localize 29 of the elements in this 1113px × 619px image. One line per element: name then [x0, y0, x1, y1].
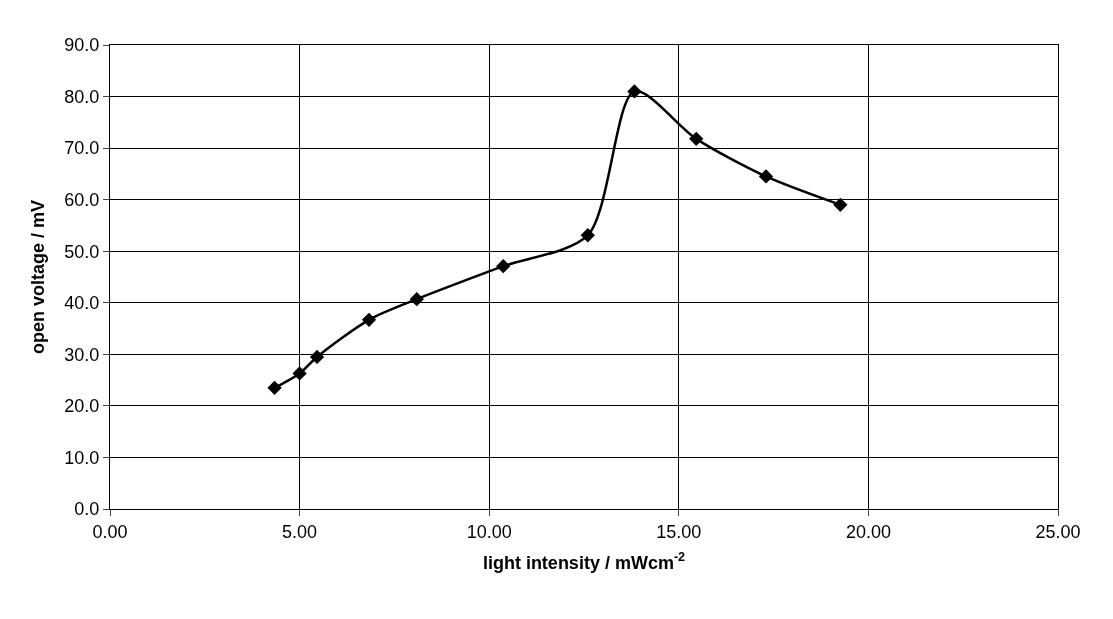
- y-tick-label: 60.0: [64, 189, 100, 210]
- y-tick-label: 0.0: [74, 499, 100, 520]
- y-tick-label: 80.0: [64, 86, 100, 107]
- y-tick-label: 90.0: [64, 35, 100, 56]
- x-tick-label: 5.00: [282, 521, 318, 542]
- point: [627, 84, 642, 99]
- point: [409, 292, 424, 307]
- point: [361, 312, 377, 327]
- point: [758, 169, 774, 184]
- point: [309, 349, 325, 365]
- x-tick-label: 0.00: [92, 521, 128, 542]
- point: [833, 197, 848, 212]
- point: [292, 366, 307, 381]
- y-tick-label: 40.0: [64, 293, 100, 314]
- x-axis-title: light intensity / mWcm$^{-2}$: [482, 550, 686, 573]
- y-tick-label: 70.0: [64, 138, 100, 159]
- x-tick-label: 15.00: [656, 521, 702, 542]
- y-tick-label: 10.0: [64, 447, 100, 468]
- y-axis-title: open voltage / mV: [27, 199, 48, 355]
- x-tick-label: 20.00: [845, 521, 891, 542]
- point: [496, 259, 511, 274]
- point: [267, 380, 282, 395]
- y-tick-label: 30.0: [64, 344, 100, 365]
- y-tick-label: 50.0: [64, 241, 100, 262]
- point: [580, 228, 595, 243]
- x-tick-label: 25.00: [1035, 521, 1081, 542]
- x-tick-label: 10.00: [466, 521, 512, 542]
- y-tick-label: 20.0: [64, 396, 100, 417]
- point: [689, 131, 704, 146]
